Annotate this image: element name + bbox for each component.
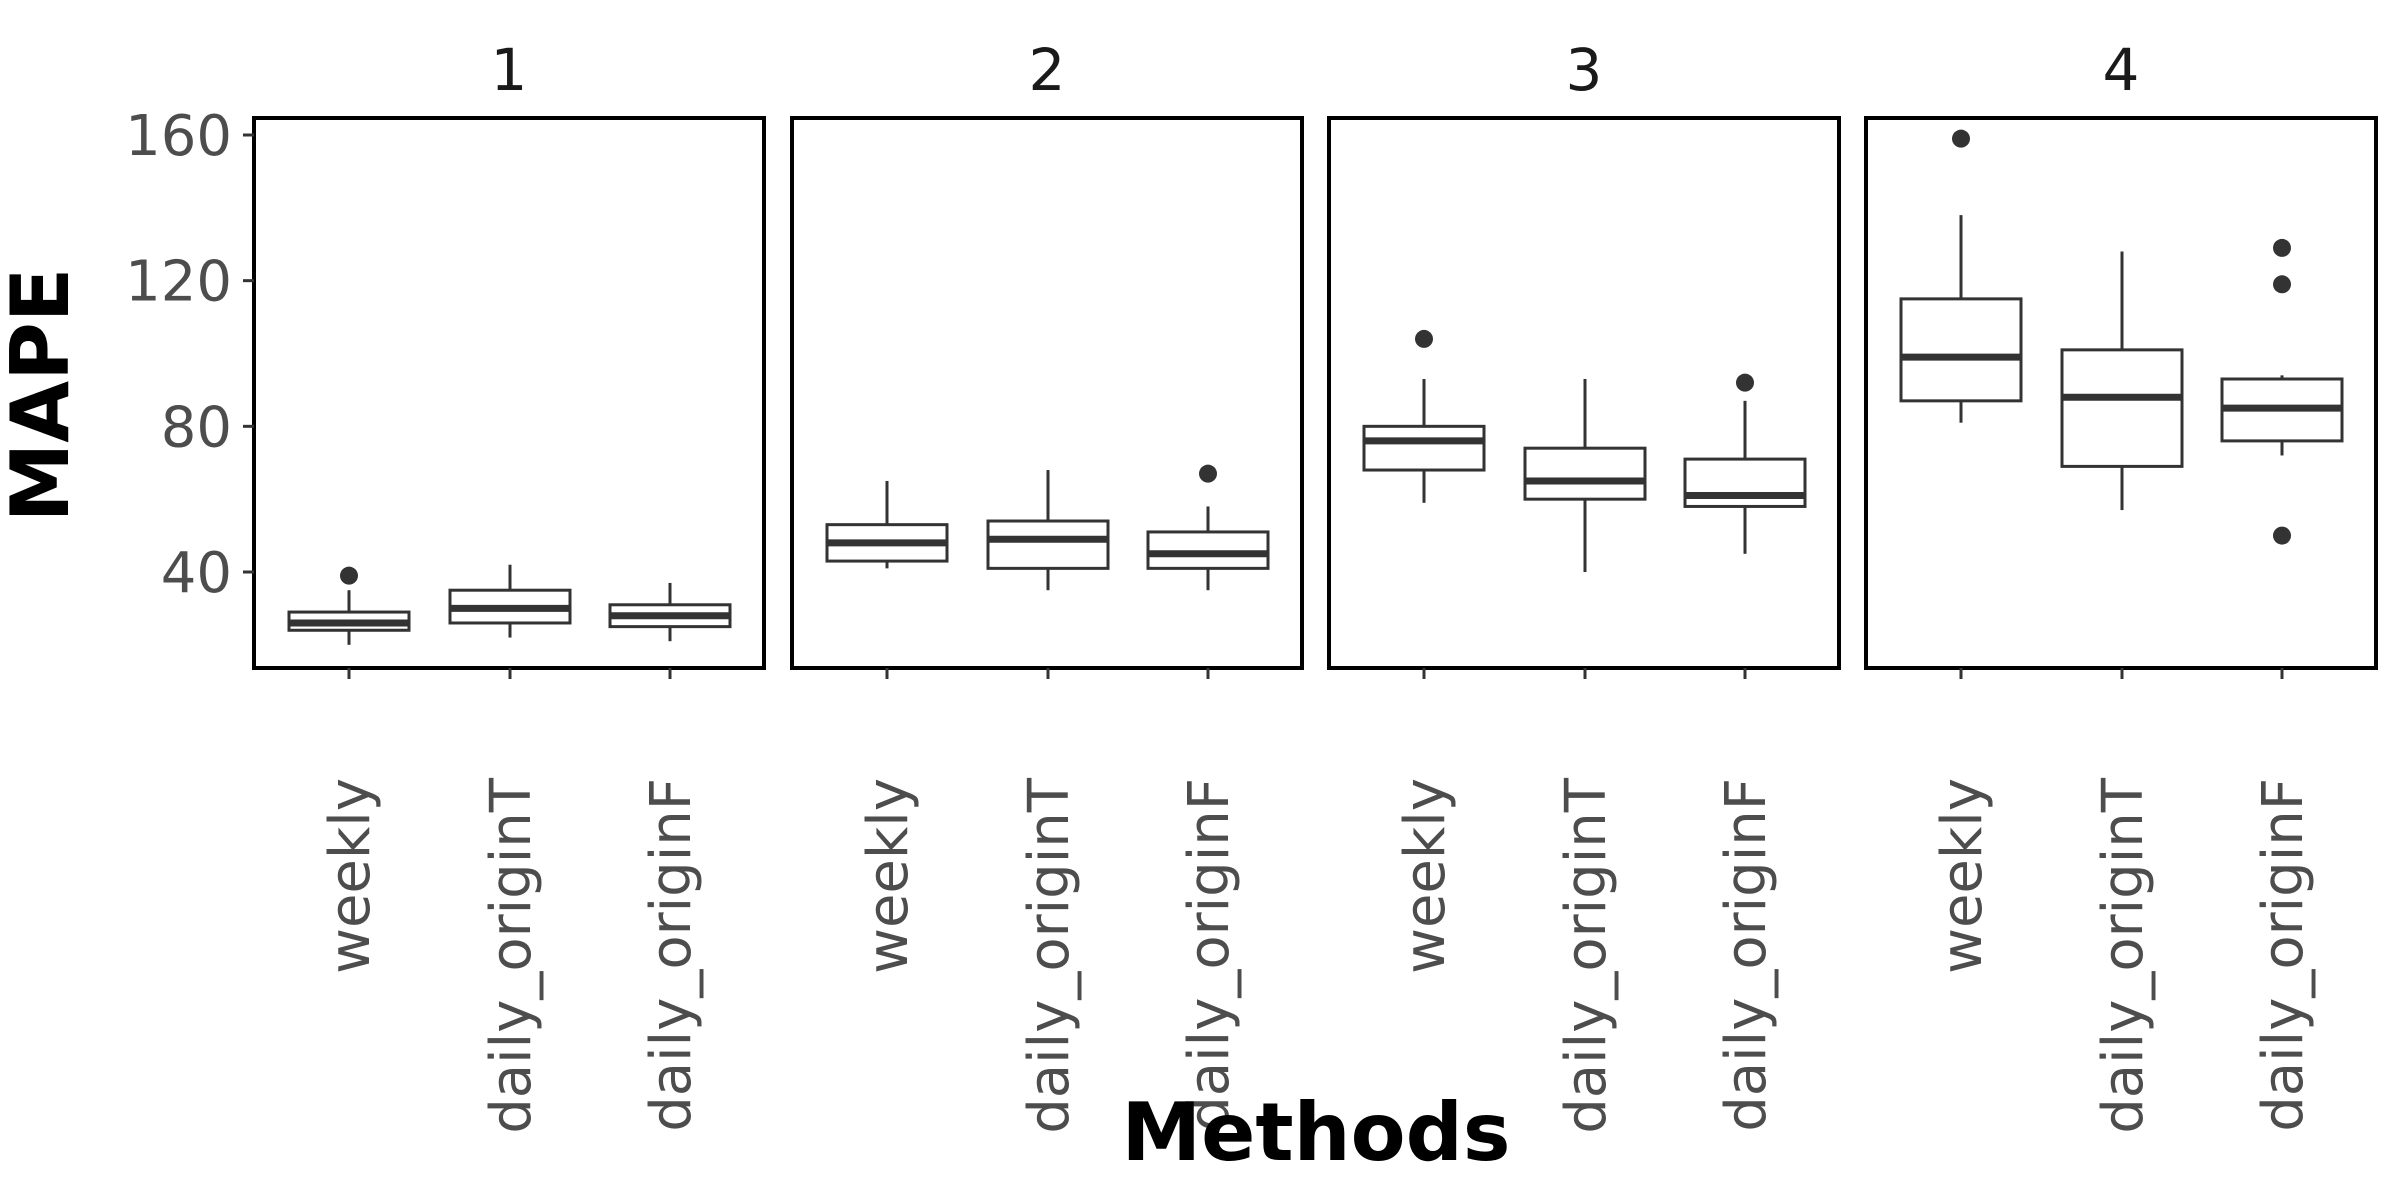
box-iqr [1899, 297, 2023, 403]
x-tick-label: daily_originT [479, 777, 544, 1134]
x-tick-label: daily_originT [1554, 777, 1619, 1134]
x-tick-label: daily_originF [1177, 778, 1242, 1132]
box-daily_originT [1523, 378, 1647, 572]
box-daily_originF [608, 582, 732, 642]
x-tick-label: daily_originF [2251, 778, 2316, 1132]
outlier-point [1952, 129, 1970, 148]
x-tick-label: weekly [318, 778, 383, 974]
facet-label: 3 [1566, 36, 1603, 104]
y-tick-label: 160 [125, 104, 232, 169]
box-iqr [1523, 446, 1647, 501]
x-tick-label: daily_originF [639, 778, 704, 1132]
outlier-point [2273, 275, 2291, 294]
facet-panel-3: 3 weekly daily_originT daily_originF [1327, 36, 1841, 1134]
y-tick-label: 40 [161, 541, 232, 606]
box-iqr [1683, 457, 1807, 508]
box-iqr [1362, 424, 1486, 472]
facet-panel-2: 2 weekly daily_originT daily_originF [790, 36, 1304, 1134]
y-axis: 40 80 120 160 [125, 104, 254, 606]
box-weekly [825, 480, 949, 569]
outlier-point [1199, 464, 1217, 483]
facet-panel-4: 4 weekly daily_originT daily_originF [1864, 36, 2378, 1134]
facet-label: 2 [1029, 36, 1066, 104]
x-tick-label: daily_originF [1714, 778, 1779, 1132]
box-iqr [2060, 348, 2184, 468]
outlier-point [2273, 526, 2291, 545]
box-daily_originT [986, 470, 1110, 591]
box-weekly [1362, 329, 1486, 503]
box-iqr [1146, 530, 1270, 570]
outlier-point [1415, 329, 1433, 348]
facet-label: 4 [2103, 36, 2140, 104]
y-tick-label: 120 [125, 250, 232, 315]
x-tick-label: weekly [1393, 778, 1458, 974]
x-tick-label: weekly [1930, 778, 1995, 974]
box-daily_originF [1146, 464, 1270, 591]
outlier-point [1736, 373, 1754, 392]
outlier-point [2273, 238, 2291, 257]
facet-label: 1 [491, 36, 528, 104]
facet-panels: 1 weekly daily_originT daily_originF 2 weekly… [252, 36, 2378, 1134]
box-weekly [1899, 129, 2023, 423]
x-tick-label: daily_originT [1017, 777, 1082, 1134]
box-iqr [986, 519, 1110, 570]
outlier-point [340, 566, 358, 585]
x-tick-label: weekly [856, 778, 921, 974]
box-daily_originT [2060, 251, 2184, 511]
facet-panel-1: 1 weekly daily_originT daily_originF [252, 36, 766, 1134]
box-daily_originF [1683, 373, 1807, 554]
box-daily_originT [448, 564, 572, 638]
y-tick-label: 80 [161, 395, 232, 460]
x-tick-label: daily_originT [2091, 777, 2156, 1134]
y-axis-title: MAPE [0, 268, 87, 523]
x-axis-title: Methods [1122, 1086, 1511, 1179]
box-daily_originF [2220, 238, 2344, 545]
box-weekly [287, 566, 411, 645]
